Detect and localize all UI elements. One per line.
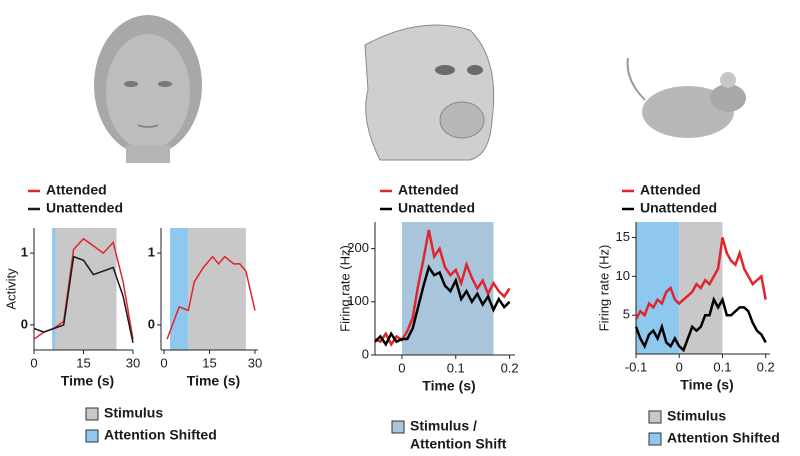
x-tick-label: 15 bbox=[76, 355, 90, 370]
y-tick-label: 1 bbox=[148, 245, 155, 260]
data-line bbox=[374, 229, 511, 347]
legend-swatch bbox=[391, 420, 405, 434]
monkey-sketch bbox=[364, 24, 495, 161]
x-tick-label: 0.2 bbox=[757, 359, 775, 374]
x-tick-label: 0.1 bbox=[713, 359, 731, 374]
x-tick-label: -0.1 bbox=[625, 359, 647, 374]
legend-label: Stimulus bbox=[104, 405, 163, 421]
legend-label: Attended bbox=[640, 182, 701, 198]
shaded-band bbox=[52, 228, 56, 350]
legend-label: Attention Shift bbox=[410, 436, 507, 452]
data-line bbox=[33, 255, 134, 343]
x-axis-label: Time (s) bbox=[61, 373, 114, 389]
x-axis-label: Time (s) bbox=[680, 377, 733, 393]
legend-label: Stimulus bbox=[667, 408, 726, 424]
y-tick-label: 15 bbox=[616, 229, 630, 244]
legend-swatch bbox=[85, 407, 99, 421]
y-axis-label: Firing rate (Hz) bbox=[596, 245, 611, 332]
legend-swatch bbox=[85, 429, 99, 443]
y-tick-label: 200 bbox=[347, 240, 369, 255]
x-tick-label: 30 bbox=[126, 355, 140, 370]
x-tick-label: 0.2 bbox=[501, 360, 519, 375]
shaded-band bbox=[55, 228, 117, 350]
x-tick-label: 0 bbox=[160, 355, 167, 370]
y-tick-label: 5 bbox=[623, 307, 630, 322]
x-axis-label: Time (s) bbox=[422, 378, 475, 394]
data-line bbox=[634, 296, 767, 353]
y-tick-label: 100 bbox=[347, 293, 369, 308]
x-axis-label: Time (s) bbox=[187, 373, 240, 389]
human-face bbox=[94, 15, 202, 163]
mouse-sketch bbox=[626, 57, 746, 138]
data-line bbox=[634, 237, 767, 320]
x-tick-label: 15 bbox=[202, 355, 216, 370]
shaded-band bbox=[170, 228, 189, 350]
legend-label: Unattended bbox=[398, 200, 475, 216]
legend-label: Attended bbox=[398, 182, 459, 198]
x-tick-label: 30 bbox=[248, 355, 262, 370]
legend-label: Unattended bbox=[46, 200, 123, 216]
legend-label: Attention Shifted bbox=[104, 427, 217, 443]
data-line bbox=[374, 264, 511, 347]
legend-label: Unattended bbox=[640, 200, 717, 216]
y-tick-label: 0 bbox=[148, 316, 155, 331]
data-line bbox=[166, 255, 256, 340]
y-tick-label: 10 bbox=[616, 268, 630, 283]
y-axis-label: Firing rate (Hz) bbox=[337, 245, 352, 332]
y-tick-label: 0 bbox=[362, 346, 369, 361]
y-tick-label: 0 bbox=[21, 316, 28, 331]
y-tick-label: 1 bbox=[21, 245, 28, 260]
legend-swatch bbox=[648, 410, 662, 424]
legend-label: Stimulus / bbox=[410, 418, 477, 434]
legend-label: Attended bbox=[46, 182, 107, 198]
x-tick-label: 0 bbox=[30, 355, 37, 370]
shaded-band bbox=[636, 222, 680, 354]
y-axis-label: Activity bbox=[3, 268, 18, 310]
legend-swatch bbox=[648, 432, 662, 446]
shaded-band bbox=[188, 228, 246, 350]
x-tick-label: 0 bbox=[676, 359, 683, 374]
x-tick-label: 0 bbox=[398, 360, 405, 375]
x-tick-label: 0.1 bbox=[447, 360, 465, 375]
legend-label: Attention Shifted bbox=[667, 430, 780, 446]
